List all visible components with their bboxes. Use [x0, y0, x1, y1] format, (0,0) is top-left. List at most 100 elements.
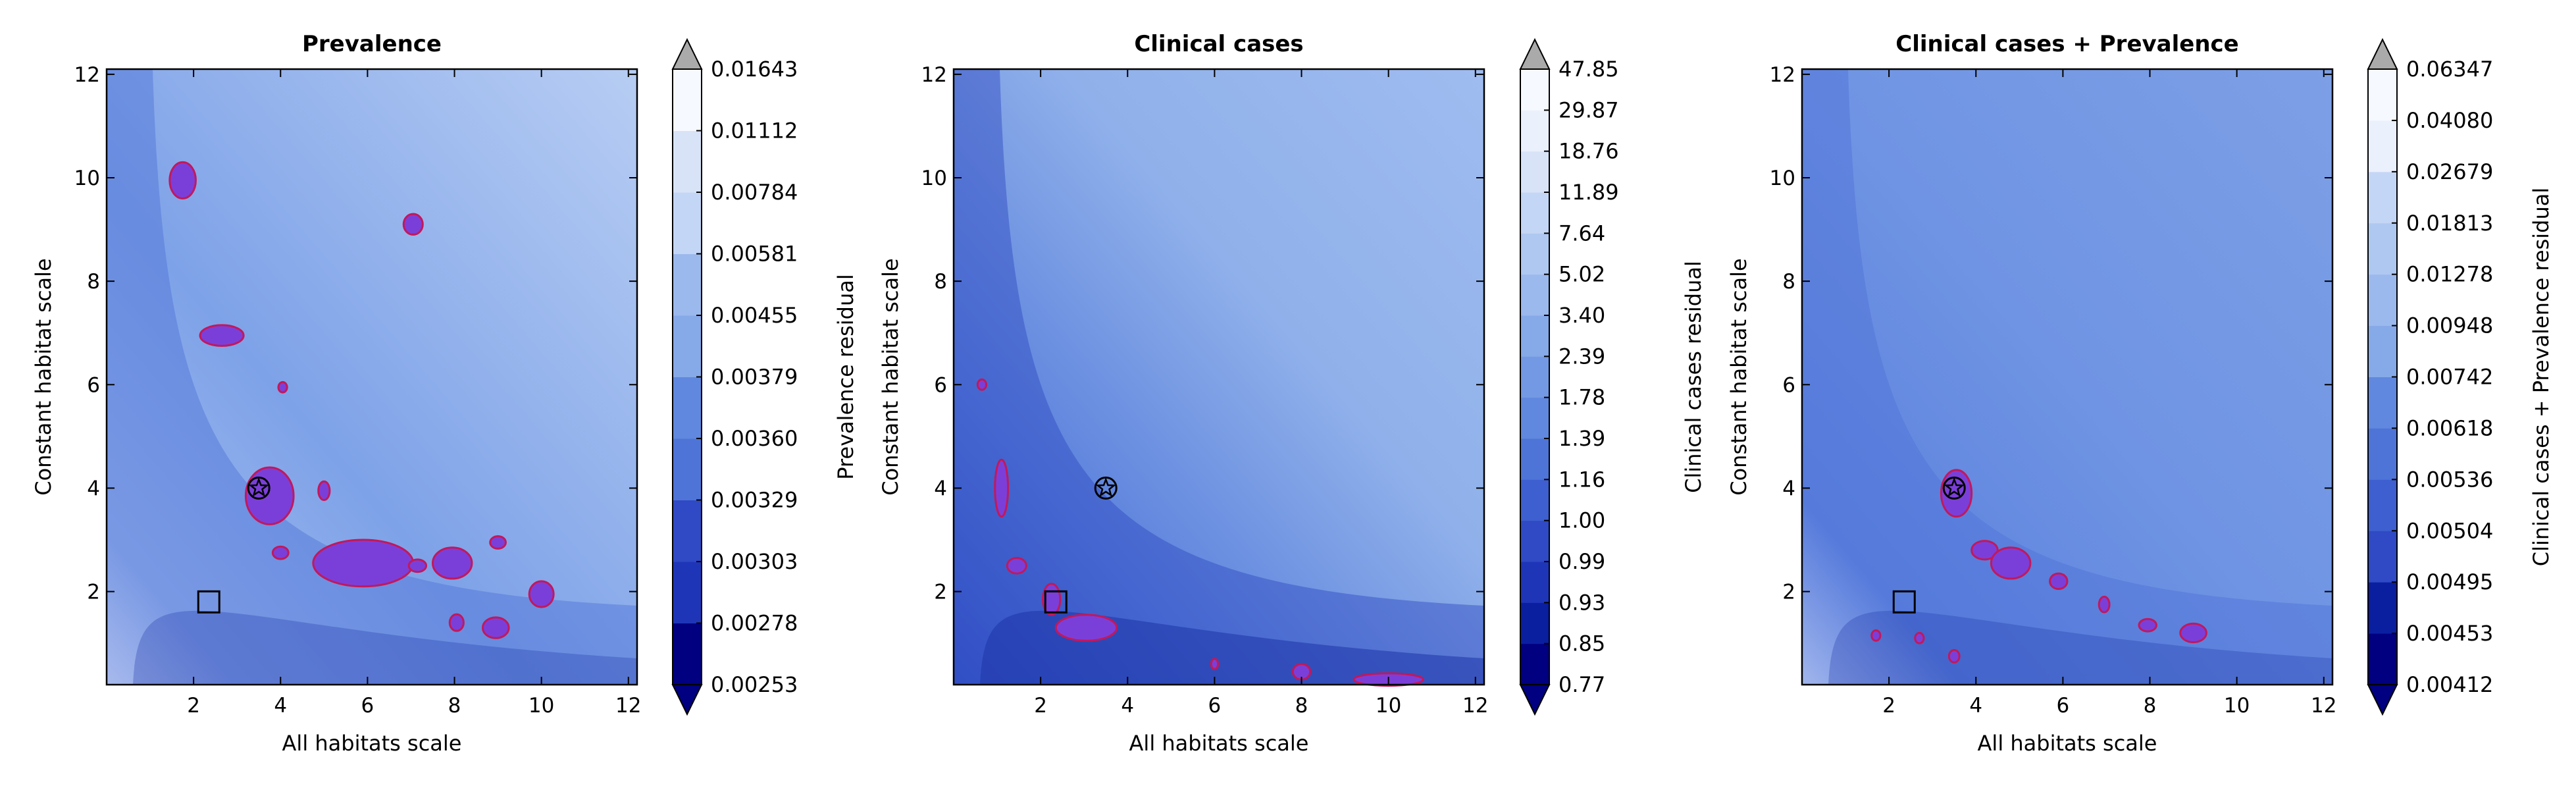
colorbar-tick-label: 0.02679 [2406, 159, 2493, 184]
colorbar-segment [1520, 562, 1549, 603]
colorbar-segment [673, 192, 702, 254]
y-axis-label: Constant habitat scale [878, 258, 903, 495]
colorbar-extend-min [671, 684, 703, 716]
colorbar-tick-label: 29.87 [1558, 97, 1619, 122]
x-tick-label: 2 [1034, 694, 1047, 718]
y-tick-label: 12 [74, 63, 100, 87]
panel-title: Clinical cases [1134, 31, 1303, 57]
colorbar-tick-label: 0.00948 [2406, 313, 2493, 338]
colorbar-segment [2368, 582, 2397, 634]
colorbar-extend-min [2367, 684, 2398, 716]
colorbar-segment [673, 623, 702, 685]
colorbar-tick-label: 0.00455 [711, 303, 798, 328]
colorbar-frame [1520, 68, 1550, 685]
colorbar-extend-max [671, 38, 703, 70]
plot-area [954, 69, 1484, 685]
y-tick-label: 10 [921, 167, 947, 190]
x-tick-label: 4 [274, 694, 287, 718]
colorbar-tick-label: 47.85 [1558, 57, 1619, 82]
minimum-region [448, 613, 465, 632]
minimum-region [2049, 572, 2069, 591]
x-axis-label: All habitats scale [1978, 731, 2157, 756]
optimum-star-marker [248, 477, 269, 497]
colorbar-segment [2368, 325, 2397, 377]
y-tick-label: 6 [1782, 373, 1795, 397]
minimum-region [168, 161, 197, 199]
minimum-region [312, 539, 415, 588]
colorbar-tick-label: 0.01813 [2406, 211, 2493, 236]
colorbar-segment [1520, 274, 1549, 316]
colorbar-tick-label: 0.77 [1558, 672, 1605, 697]
colorbar-extend-max [1519, 38, 1551, 70]
colorbar-tick-label: 0.85 [1558, 631, 1605, 656]
minimum-region [402, 213, 424, 236]
x-tick-label: 6 [1208, 694, 1222, 718]
colorbar-tick-label: 5.02 [1558, 262, 1605, 287]
colorbar-tick-label: 0.00329 [711, 488, 798, 513]
colorbar-segment [673, 377, 702, 439]
y-tick-label: 4 [934, 477, 947, 500]
y-axis-label: Constant habitat scale [31, 258, 56, 495]
colorbar-segment [1520, 520, 1549, 562]
contour-band [133, 610, 637, 685]
colorbar-segment [673, 315, 702, 377]
colorbar-tick-label: 0.00784 [711, 180, 798, 205]
colorbar-segment [2368, 171, 2397, 224]
colorbar-segment [1520, 438, 1549, 480]
colorbar-segment [2368, 274, 2397, 327]
panel-combined: Clinical cases + Prevalence 2 4 6 8 10 12 2 4 6 8… [1726, 31, 2554, 756]
colorbar-segment [1520, 397, 1549, 439]
colorbar-segment [673, 69, 702, 131]
colorbar-segment [1520, 356, 1549, 398]
colorbar-tick-label: 0.00495 [2406, 569, 2493, 594]
minimum-region [431, 546, 473, 580]
x-tick-label: 8 [1295, 694, 1308, 718]
colorbar-tick-label: 0.00412 [2406, 672, 2493, 697]
square-marker [197, 590, 220, 614]
y-tick-label: 2 [934, 581, 947, 604]
minimum-region [407, 558, 428, 573]
colorbar-label: Clinical cases residual [1681, 261, 1706, 493]
minimum-region [1210, 658, 1220, 670]
colorbar-segment [2368, 633, 2397, 685]
y-tick-label: 12 [1770, 63, 1795, 87]
minimum-region [1990, 546, 2032, 580]
colorbar-tick-label: 0.01643 [711, 57, 798, 82]
colorbar-tick-label: 11.89 [1558, 180, 1619, 205]
colorbar-tick-label: 0.00581 [711, 242, 798, 267]
colorbar-segment [1520, 192, 1549, 234]
square-marker [1044, 590, 1068, 614]
minimum-region [317, 480, 331, 501]
colorbar-tick-label: 0.01112 [711, 118, 798, 144]
minimum-region [2098, 595, 2111, 614]
colorbar-tick-label: 0.00278 [711, 611, 798, 636]
minimum-region [994, 458, 1010, 518]
minimum-region [1914, 631, 1925, 645]
colorbar-segment [1520, 479, 1549, 521]
minimum-region [1006, 557, 1027, 575]
minimum-region [277, 381, 288, 394]
optimum-star-marker [1095, 477, 1116, 497]
plot-frame [1801, 68, 2334, 686]
colorbar-tick-label: 1.00 [1558, 508, 1605, 533]
colorbar-tick-label: 0.00360 [711, 426, 798, 451]
minimum-region [199, 324, 245, 347]
x-tick-label: 2 [187, 694, 200, 718]
colorbar-tick-label: 7.64 [1558, 221, 1605, 246]
y-tick-label: 10 [1770, 167, 1795, 190]
colorbar-tick-label: 0.00504 [2406, 518, 2493, 543]
x-tick-label: 12 [1462, 694, 1488, 718]
colorbar-segment [673, 500, 702, 562]
x-tick-label: 12 [2311, 694, 2336, 718]
colorbar-tick-label: 0.00618 [2406, 415, 2493, 440]
colorbar-segment [673, 130, 702, 193]
colorbar-label: Prevalence residual [833, 274, 858, 480]
minimum-region [976, 378, 988, 391]
y-tick-label: 8 [87, 270, 100, 294]
x-axis-label: All habitats scale [282, 731, 462, 756]
panel-title: Prevalence [302, 31, 442, 57]
colorbar-segment [1520, 69, 1549, 111]
colorbar-segment [1520, 151, 1549, 193]
colorbar-tick-label: 0.00303 [711, 549, 798, 574]
x-axis-label: All habitats scale [1129, 731, 1309, 756]
